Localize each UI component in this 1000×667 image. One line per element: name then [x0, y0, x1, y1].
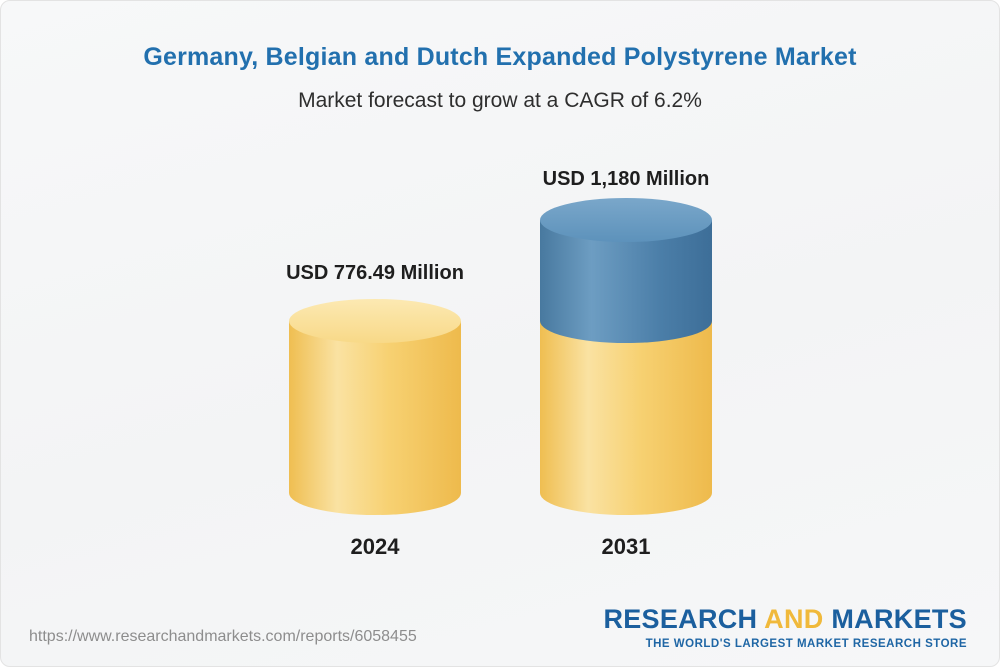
logo-tagline: THE WORLD'S LARGEST MARKET RESEARCH STOR… [645, 638, 967, 650]
chart-title: Germany, Belgian and Dutch Expanded Poly… [143, 43, 857, 71]
bar-2031-base-segment [540, 320, 712, 515]
bar-2031-top-ellipse [540, 198, 712, 242]
value-label-2024: USD 776.49 Million [286, 262, 464, 284]
bar-2024-body [289, 320, 461, 515]
logo-word-research: RESEARCH [603, 604, 758, 634]
logo-word-markets: MARKETS [831, 604, 967, 634]
bar-2031 [540, 198, 712, 515]
research-and-markets-logo: RESEARCH AND MARKETS THE WORLD'S LARGEST… [603, 604, 967, 650]
bar-2024-top-ellipse [289, 298, 461, 343]
bar-2024 [289, 298, 461, 515]
logo-wordmark: RESEARCH AND MARKETS [603, 604, 967, 635]
logo-word-and: AND [764, 604, 824, 634]
report-url[interactable]: https://www.researchandmarkets.com/repor… [29, 628, 417, 645]
value-label-2031: USD 1,180 Million [542, 168, 710, 190]
x-label-2024: 2024 [350, 534, 400, 559]
chart-subtitle: Market forecast to grow at a CAGR of 6.2… [298, 89, 702, 112]
x-label-2031: 2031 [601, 534, 651, 559]
